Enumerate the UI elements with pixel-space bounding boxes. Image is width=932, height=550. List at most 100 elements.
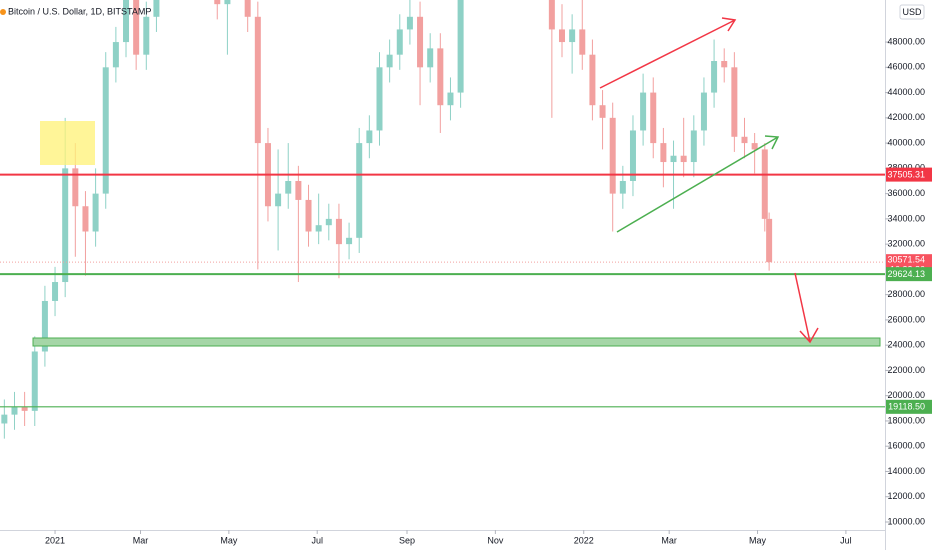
axes: 10000.00 12000.00 14000.00 16000.00 18000.00… (45, 36, 925, 545)
candles (1, 0, 773, 439)
x-tick-label: 2021 (45, 535, 65, 545)
y-tick-label: 26000.00 (887, 314, 925, 324)
tag-bg (886, 267, 932, 282)
candle-body (731, 67, 738, 137)
candle-body (650, 92, 657, 144)
candle-body (133, 0, 140, 55)
y-tick-label: 12000.00 (887, 491, 925, 501)
channel-bottom (616, 136, 779, 233)
level-tag: 19118.50 (886, 399, 932, 414)
candle-body (112, 42, 119, 68)
y-tick-label: 28000.00 (887, 289, 925, 299)
candle-body (346, 237, 353, 245)
y-tick-label: 46000.00 (887, 62, 925, 72)
candle-body (214, 0, 221, 5)
candle-body (579, 29, 586, 55)
candle-body (437, 48, 444, 106)
support-zone (32, 337, 881, 347)
candle-body (599, 105, 606, 118)
candle-body (153, 0, 160, 17)
candle-body (386, 54, 393, 68)
levels (0, 173, 885, 408)
y-tick-label: 20000.00 (887, 390, 925, 400)
x-tick-label: May (749, 535, 767, 545)
tag-bg (886, 399, 932, 414)
symbol-icon (0, 9, 6, 15)
candle-body (406, 16, 413, 30)
candle-body (102, 67, 109, 194)
candle-body (457, 0, 464, 93)
arrow-head (721, 17, 737, 32)
last-price-label: 30571.54 (887, 255, 925, 265)
highlight-box (40, 121, 95, 165)
x-tick-label: Mar (133, 535, 149, 545)
y-tick-label: 34000.00 (887, 213, 925, 223)
y-tick-label: 40000.00 (887, 137, 925, 147)
y-tick-label: 22000.00 (887, 365, 925, 375)
currency: USD (902, 7, 922, 17)
candle-body (619, 180, 626, 194)
candle-body (700, 92, 707, 131)
y-tick-label: 14000.00 (887, 466, 925, 476)
x-tick-label: Jul (311, 535, 323, 545)
candle-body (629, 130, 636, 181)
x-tick-label: Jul (840, 535, 852, 545)
candle-body (52, 282, 59, 301)
candle-body (325, 218, 332, 226)
projection (794, 272, 811, 343)
candle-body (11, 407, 18, 415)
y-tick-label: 24000.00 (887, 340, 925, 350)
candle-body (558, 29, 565, 43)
candle-body (244, 0, 251, 17)
level-label: 37505.31 (887, 169, 925, 179)
level-tag: 37505.31 (886, 167, 932, 182)
level-tag: 29624.13 (886, 267, 932, 282)
candle-body (427, 48, 434, 68)
candle-body (72, 168, 79, 207)
tag-bg (886, 167, 932, 182)
y-tick-label: 32000.00 (887, 239, 925, 249)
candle-body (366, 130, 373, 144)
candle-body (548, 0, 555, 30)
candle-body (335, 218, 342, 245)
candle-body (62, 168, 69, 283)
candle-body (31, 351, 38, 411)
candle-body (41, 300, 48, 352)
chart-title: Bitcoin / U.S. Dollar, 1D, BITSTAMP (8, 6, 151, 16)
x-tick-label: Mar (661, 535, 677, 545)
candle-body (741, 136, 748, 144)
candle-body (82, 206, 89, 232)
candle-body (254, 16, 261, 144)
y-tick-label: 18000.00 (887, 415, 925, 425)
candle-body (721, 61, 728, 68)
candle-body (640, 92, 647, 131)
currency-badge[interactable] (899, 4, 925, 20)
candle-body (609, 117, 616, 194)
candle-body (285, 180, 292, 194)
channel-top (599, 19, 736, 89)
candle-body (751, 143, 758, 150)
arrow-head (799, 327, 819, 344)
candle-body (356, 143, 363, 238)
candle-body (589, 54, 596, 106)
candle-body (417, 16, 424, 68)
trend-lines (599, 17, 819, 344)
x-tick-label: May (220, 535, 238, 545)
y-tick-label: 36000.00 (887, 188, 925, 198)
candle-body (305, 199, 312, 232)
candle-body (569, 29, 576, 43)
level-label: 29624.13 (887, 269, 925, 279)
candle-body (21, 407, 28, 411)
candle-body (143, 16, 150, 55)
candle-body (660, 143, 667, 163)
candle-body (376, 67, 383, 131)
x-tick-label: 2022 (574, 535, 594, 545)
y-tick-label: 10000.00 (887, 516, 925, 526)
level-label: 19118.50 (888, 402, 925, 412)
candle-body (766, 218, 773, 263)
y-tick-label: 16000.00 (887, 441, 925, 451)
y-tick-label: 48000.00 (887, 36, 925, 46)
candle-body (690, 130, 697, 163)
candle-body (761, 149, 768, 219)
